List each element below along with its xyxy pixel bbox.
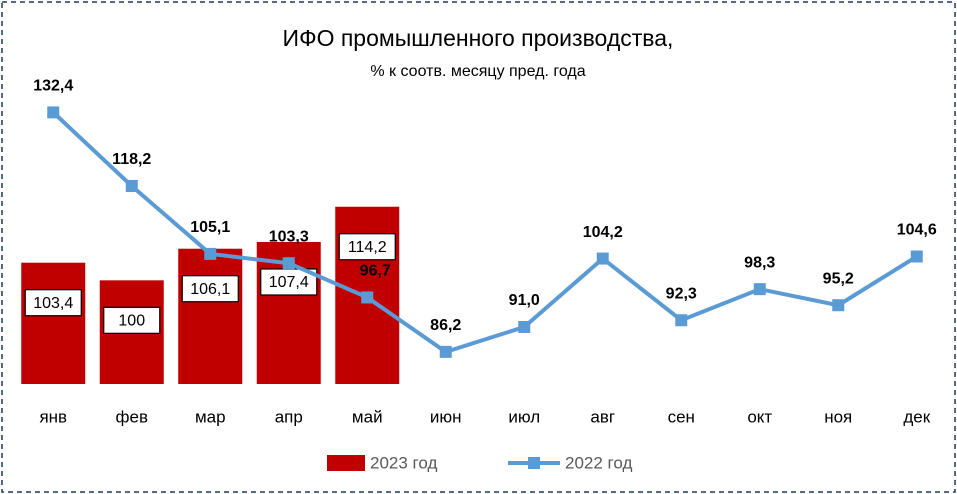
- x-tick-label: фев: [116, 407, 148, 426]
- line-label: 105,1: [190, 219, 230, 236]
- marker: [832, 299, 845, 312]
- line-label: 86,2: [430, 317, 461, 334]
- line-label: 92,3: [666, 285, 697, 302]
- bar-label: 107,4: [269, 274, 309, 291]
- x-tick-label: апр: [275, 407, 303, 426]
- line-label: 91,0: [509, 292, 540, 309]
- chart-title: ИФО промышленного производства,: [283, 25, 674, 51]
- bar: [21, 262, 86, 384]
- legend-label: 2023 год: [370, 453, 437, 472]
- line-label: 103,3: [269, 228, 309, 245]
- marker: [596, 252, 609, 265]
- x-tick-label: дек: [903, 407, 930, 426]
- line-label: 96,7: [360, 263, 391, 280]
- x-tick-label: май: [352, 407, 383, 426]
- marker: [282, 257, 295, 270]
- line-label: 132,4: [33, 78, 73, 95]
- marker: [125, 179, 138, 192]
- marker: [753, 283, 766, 296]
- marker: [518, 320, 531, 333]
- chart-subtitle: % к соотв. месяцу пред. года: [370, 63, 585, 80]
- bar: [178, 248, 243, 384]
- x-tick-label: ноя: [824, 407, 852, 426]
- bar-label-box: [24, 289, 82, 317]
- marker: [675, 314, 688, 327]
- line: [51, 110, 918, 355]
- marker: [910, 250, 923, 263]
- x-tick-label: мар: [195, 407, 226, 426]
- marker: [439, 345, 452, 358]
- x-tick-label: сен: [668, 407, 695, 426]
- marker: [47, 106, 60, 119]
- line-label: 104,6: [897, 222, 937, 239]
- bar-label: 106,1: [190, 281, 230, 298]
- line-label: 104,2: [583, 224, 623, 241]
- bar-label: 114,2: [348, 239, 387, 256]
- bar-label-box: [103, 306, 161, 334]
- bar-label: 100: [118, 313, 145, 330]
- bar-label-box: [181, 275, 239, 303]
- x-tick-label: июн: [430, 407, 462, 426]
- marker: [361, 291, 374, 304]
- legend-marker: [528, 457, 540, 469]
- bar-label-box: [338, 233, 396, 261]
- line-label: 98,3: [744, 254, 775, 271]
- x-tick-label: янв: [39, 407, 67, 426]
- legend-swatch: [327, 455, 365, 471]
- marker: [204, 247, 217, 260]
- legend-label: 2022 год: [565, 453, 632, 472]
- x-tick-label: июл: [508, 407, 540, 426]
- x-tick-label: окт: [747, 407, 772, 426]
- x-tick-label: авг: [590, 407, 615, 426]
- bar-label: 103,4: [33, 295, 73, 312]
- line-label: 95,2: [823, 270, 854, 287]
- line-label: 118,2: [112, 151, 151, 168]
